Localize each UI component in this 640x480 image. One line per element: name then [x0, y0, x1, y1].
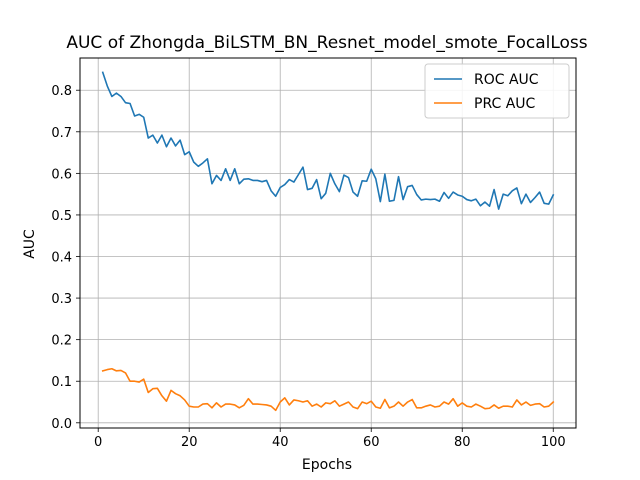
x-tick-label: 20	[181, 435, 198, 450]
legend-label-roc-auc: ROC AUC	[474, 72, 539, 88]
y-tick-label: 0.4	[51, 251, 72, 266]
plot-frame	[79, 57, 577, 429]
legend-label-prc-auc: PRC AUC	[474, 96, 536, 112]
y-tick-label: 0.1	[51, 375, 72, 390]
y-tick-label: 0.0	[51, 417, 72, 432]
legend-box	[424, 63, 570, 119]
y-tick-label: 0.8	[51, 84, 72, 99]
x-tick-label: 40	[272, 435, 289, 450]
series-line-roc-auc	[101, 71, 555, 210]
x-tick-label: 60	[363, 435, 380, 450]
x-tick-label: 0	[94, 435, 102, 450]
series-lines	[101, 71, 555, 412]
x-tick-label: 80	[454, 435, 471, 450]
y-tick-label: 0.5	[51, 209, 72, 224]
axis-ticks: 0 20 40 60 80 100 0.0 0.1 0.2 0.3 0.4 0.5 0.6 0.7 0.8	[51, 84, 565, 450]
y-tick-label: 0.7	[51, 126, 72, 141]
grid	[80, 58, 576, 428]
y-tick-label: 0.3	[51, 292, 72, 307]
x-axis-title: Epochs	[302, 457, 352, 473]
y-tick-label: 0.2	[51, 334, 72, 349]
x-tick-label: 100	[541, 435, 566, 450]
legend: ROC AUC PRC AUC	[424, 63, 570, 119]
y-axis-title: AUC	[22, 229, 38, 259]
y-tick-label: 0.6	[51, 167, 72, 182]
chart-title: AUC of Zhongda_BiLSTM_BN_Resnet_model_sm…	[66, 33, 587, 53]
series-line-prc-auc	[101, 367, 555, 412]
